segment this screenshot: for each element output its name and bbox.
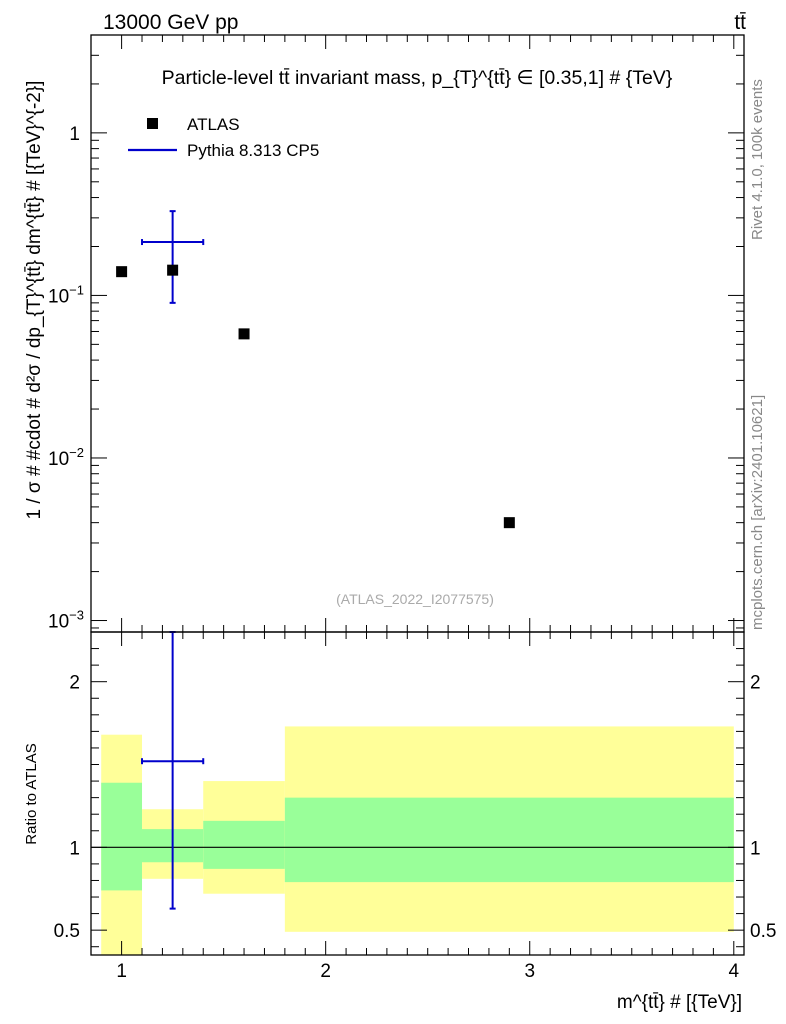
ratio-uncertainty-bands <box>101 726 734 955</box>
atlas-data-point <box>116 266 128 278</box>
legend-atlas-label: ATLAS <box>187 115 240 134</box>
ratio-plot-frame <box>90 631 745 956</box>
x-tick-label: 3 <box>524 961 535 982</box>
analysis-watermark: (ATLAS_2022_I2077575) <box>336 591 494 607</box>
ratio-inner-band <box>284 797 734 883</box>
ratio-y-tick-labels: 0.5 0.5 1 1 2 2 <box>54 673 777 942</box>
main-plot-panel: 10−3 10−2 10−1 1 Particle-level tt̄ invaria… <box>48 34 745 633</box>
ratio-plot-panel: 0.5 0.5 1 1 2 2 1 2 3 4 <box>54 631 777 982</box>
ratio-y-tick-label: 2 <box>69 673 80 694</box>
rivet-label: Rivet 4.1.0, 100k events <box>749 79 766 240</box>
x-tick-labels: 1 2 3 4 <box>116 961 739 982</box>
atlas-data-point <box>167 264 179 276</box>
legend: ATLAS Pythia 8.313 CP5 <box>128 115 319 160</box>
atlas-data-point <box>503 517 515 529</box>
mcplots-label: mcplots.cern.ch [arXiv:2401.10621] <box>749 395 766 630</box>
main-y-tick-label: 10−3 <box>48 608 84 633</box>
ratio-y-tick-label: 1 <box>69 838 80 859</box>
x-tick-label: 2 <box>320 961 331 982</box>
ratio-inner-band <box>101 782 143 891</box>
ratio-plot-ticks <box>91 632 744 955</box>
main-y-tick-labels: 10−3 10−2 10−1 1 <box>48 124 84 633</box>
ratio-y-axis-title: Ratio to ATLAS <box>23 743 40 844</box>
y-axis-title: 1 / σ # #cdot # d²σ / dp_{T}^{tt̄} dm^{t… <box>24 81 45 520</box>
plot-title: Particle-level tt̄ invariant mass, p_{T}… <box>162 67 673 89</box>
energy-label: 13000 GeV pp <box>103 11 238 34</box>
atlas-data-point <box>238 328 250 340</box>
ratio-inner-band <box>203 820 285 869</box>
ratio-y-tick-label-right: 0.5 <box>750 921 776 942</box>
legend-pythia-label: Pythia 8.313 CP5 <box>187 141 319 160</box>
x-tick-label: 4 <box>729 961 740 982</box>
x-axis-title: m^{tt̄} # [{TeV}] <box>617 992 742 1013</box>
ratio-y-tick-label: 0.5 <box>54 921 80 942</box>
main-y-tick-label: 1 <box>69 124 80 145</box>
ratio-y-tick-label-right: 2 <box>750 673 761 694</box>
main-plot-marks <box>116 210 515 529</box>
process-label: tt̄ <box>734 11 746 34</box>
main-y-tick-label: 10−2 <box>48 445 84 470</box>
legend-atlas-marker <box>147 118 158 129</box>
main-plot-ticks <box>91 34 744 632</box>
main-y-tick-label: 10−1 <box>48 282 84 307</box>
x-tick-label: 1 <box>116 961 127 982</box>
ratio-y-tick-label-right: 1 <box>750 838 761 859</box>
